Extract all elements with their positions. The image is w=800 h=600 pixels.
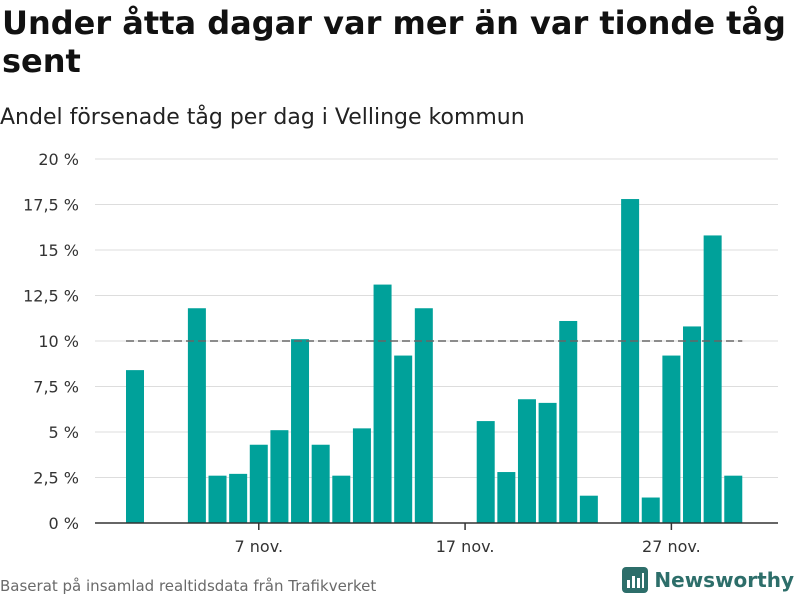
bar <box>311 444 330 523</box>
y-tick-label: 2,5 % <box>33 469 79 488</box>
bar <box>352 428 371 523</box>
bar <box>703 235 722 523</box>
x-tick-label: 17 nov. <box>436 537 495 556</box>
x-tick-label: 7 nov. <box>235 537 284 556</box>
y-tick-label: 12,5 % <box>23 287 79 306</box>
bar <box>476 421 495 523</box>
bar <box>291 339 310 523</box>
y-tick-label: 20 % <box>38 150 79 169</box>
bar <box>187 308 206 523</box>
bar <box>724 475 743 523</box>
chart-title: Under åtta dagar var mer än var tionde t… <box>2 4 786 80</box>
x-tick-label: 27 nov. <box>642 537 701 556</box>
y-tick-label: 7,5 % <box>33 378 79 397</box>
bar <box>332 475 351 523</box>
bar <box>208 475 227 523</box>
bar <box>683 326 702 523</box>
y-tick-label: 0 % <box>49 514 79 533</box>
bar <box>559 320 578 523</box>
brand-logo[interactable]: Newsworthy <box>622 567 794 593</box>
bar <box>517 399 536 523</box>
bar <box>394 355 413 523</box>
y-tick-label: 17,5 % <box>23 196 79 215</box>
y-tick-label: 10 % <box>38 332 79 351</box>
bar <box>229 473 248 523</box>
brand-name: Newsworthy <box>654 568 794 592</box>
y-tick-label: 15 % <box>38 241 79 260</box>
bar <box>249 444 268 523</box>
y-tick-label: 5 % <box>49 423 79 442</box>
chart-subtitle: Andel försenade tåg per dag i Vellinge k… <box>0 105 525 130</box>
bar <box>662 355 681 523</box>
newsworthy-logo-icon <box>622 567 649 593</box>
source-note: Baserat på insamlad realtidsdata från Tr… <box>0 577 377 595</box>
bar <box>414 308 433 523</box>
bar <box>373 284 392 523</box>
bar <box>621 199 640 523</box>
bar <box>497 472 516 523</box>
bar-chart: 0 % 2,5 % 5 % 7,5 % 10 % 12,5 % 15 % 17,5 % 20 %… <box>23 150 778 556</box>
bar <box>538 402 557 523</box>
bar <box>641 497 660 523</box>
bar <box>579 495 598 523</box>
bar <box>270 430 289 523</box>
bar <box>126 370 144 523</box>
